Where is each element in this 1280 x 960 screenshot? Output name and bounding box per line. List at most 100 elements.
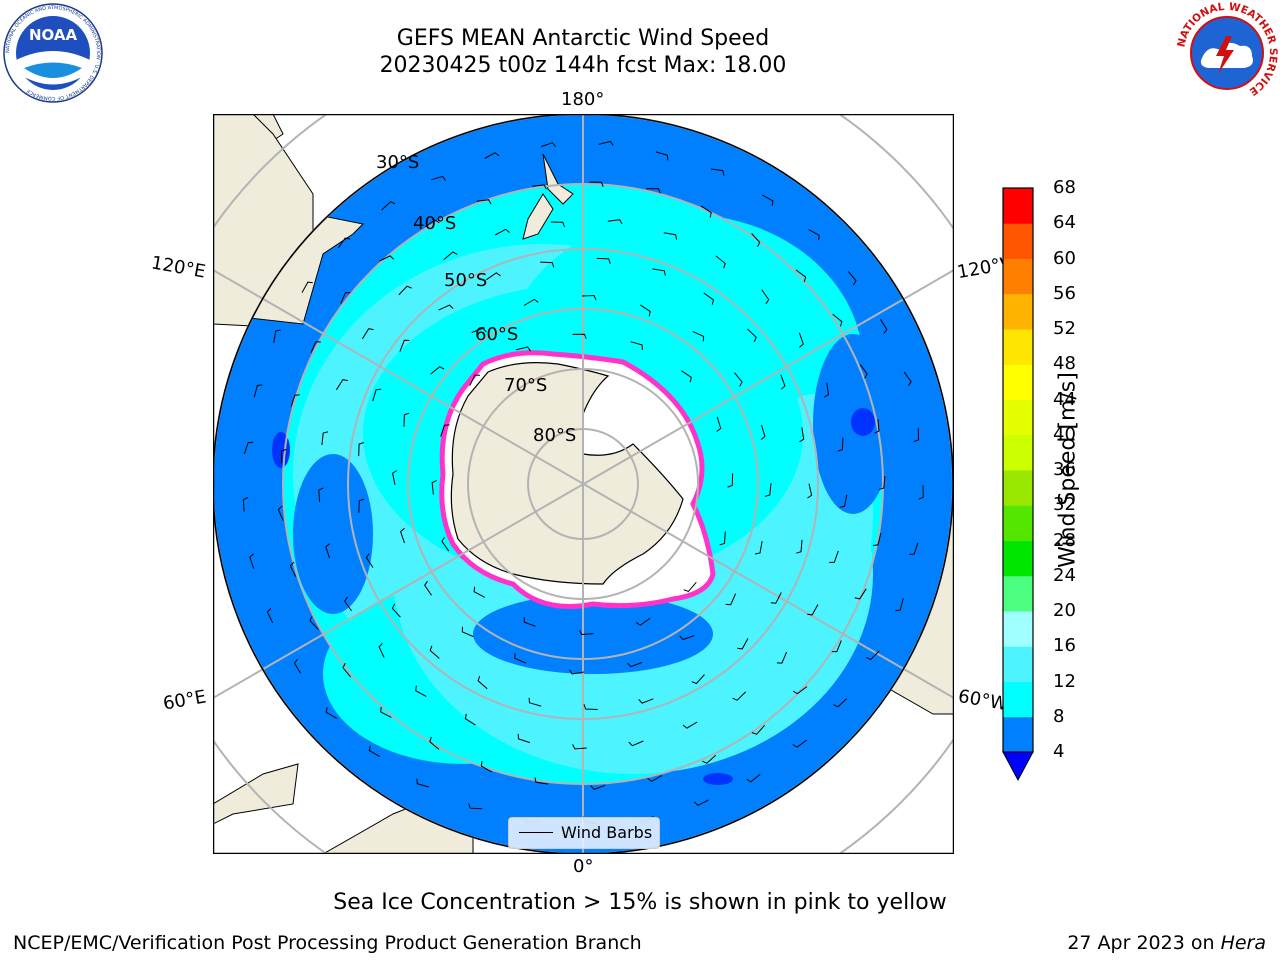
wind-barb — [831, 640, 842, 653]
wind-barb — [443, 251, 458, 261]
wind-barb — [761, 289, 770, 305]
wind-barb — [737, 638, 749, 650]
wind-barb — [469, 374, 481, 386]
wind-barb — [798, 332, 804, 348]
wind-barb — [430, 366, 445, 375]
wind-barb — [365, 553, 374, 568]
wind-barb — [569, 669, 584, 675]
wind-barb — [399, 339, 410, 352]
wind-barb — [477, 675, 488, 690]
colorbar-swatch — [1003, 258, 1033, 295]
wind-barb — [534, 777, 548, 785]
wind-barb — [703, 292, 715, 305]
lon-label-60e: 60°E — [161, 686, 208, 715]
new-zealand-north — [542, 153, 574, 205]
wind-barb — [702, 754, 717, 764]
wind-barb — [792, 739, 807, 748]
wind-barb — [484, 152, 500, 159]
colorbar-tick-label: 28 — [1053, 529, 1076, 551]
footer-date-text: 27 Apr 2023 on — [1067, 932, 1221, 954]
chart-subtitle: 20230425 t00z 144h fcst Max: 18.00 — [379, 53, 787, 78]
wind-barb — [639, 304, 651, 317]
colorbar-swatch — [1003, 399, 1033, 436]
wind-barb — [461, 626, 474, 638]
lon-label-0: 0° — [573, 856, 594, 877]
wind-barb — [829, 550, 839, 563]
wind-barb — [762, 194, 774, 206]
colorbar-tick-label: 12 — [1053, 670, 1076, 692]
colorbar-tick-label: 16 — [1053, 635, 1076, 657]
wind-barb — [358, 442, 365, 457]
footer-date: 27 Apr 2023 on Hera — [1067, 932, 1266, 954]
lat-label-30s: 30°S — [376, 152, 420, 173]
wind-barb — [429, 736, 440, 750]
colorbar-swatch — [1003, 293, 1033, 330]
wind-barb — [727, 473, 734, 488]
colorbar-swatch — [1003, 470, 1033, 506]
wind-barb — [760, 424, 766, 440]
wind-barb — [430, 175, 446, 181]
wind-barb — [361, 328, 374, 340]
colorbar-swatch — [1003, 575, 1033, 612]
wind-barb — [429, 645, 440, 659]
colorbar-swatch — [1003, 611, 1033, 647]
wind-barb — [517, 733, 531, 744]
noaa-logo: NOAA NATIONAL OCEANIC AND ATMOSPHERIC AD… — [3, 3, 103, 103]
wind-barb — [872, 533, 882, 546]
wind-barb — [400, 528, 405, 544]
wind-barb — [514, 653, 526, 664]
wind-barb — [249, 553, 255, 569]
wind-barb — [764, 483, 772, 497]
wind-barb — [691, 674, 705, 685]
colorbar-swatch — [1003, 364, 1033, 400]
wind-barb — [486, 272, 501, 281]
colorbar-swatch — [1003, 434, 1033, 471]
wind-barb — [859, 364, 868, 379]
new-zealand-south — [522, 193, 554, 240]
wind-barb — [358, 498, 365, 513]
colorbar-tick-label: 24 — [1053, 564, 1076, 586]
wind-barb — [540, 261, 555, 268]
wind-barb — [808, 229, 820, 241]
wind-barb — [321, 431, 329, 446]
wind-barb — [866, 650, 880, 661]
wind-barb — [438, 304, 454, 311]
wind-barb — [796, 539, 803, 554]
wind-barb — [372, 388, 382, 402]
lon-label-180: 180° — [561, 89, 605, 110]
wind-barb — [710, 168, 725, 176]
noaa-logo-text: NOAA — [29, 26, 78, 44]
wind-barb — [582, 294, 597, 301]
wind-barb — [532, 184, 547, 190]
wind-barb — [681, 370, 692, 383]
colorbar-swatch — [1003, 540, 1033, 577]
wind-barb — [693, 799, 709, 806]
wind-barb — [523, 298, 539, 306]
wind-barb — [833, 698, 848, 708]
wind-barb — [755, 541, 763, 555]
wind-barb — [380, 706, 392, 718]
wind-barb — [318, 487, 324, 503]
wind-barb — [918, 485, 924, 500]
wind-barb — [344, 596, 352, 612]
colorbar-swatch — [1003, 505, 1033, 541]
colorbar-tick-label: 64 — [1053, 212, 1076, 234]
wind-barb — [700, 205, 712, 218]
colorbar-tick-label: 40 — [1053, 423, 1076, 445]
wind-barb — [655, 151, 669, 161]
wind-barb — [342, 663, 351, 678]
colorbar-swatch — [1003, 223, 1033, 259]
colorbar-swatch — [1003, 646, 1033, 682]
wind-barb — [732, 691, 747, 701]
wind-barb — [807, 604, 819, 616]
lat-label-50s: 50°S — [444, 270, 488, 291]
lat-label-40s: 40°S — [413, 213, 457, 234]
lon-label-120e: 120°E — [149, 252, 208, 283]
wind-barb — [301, 281, 313, 293]
wind-barb — [627, 662, 643, 668]
wind-barb — [528, 697, 542, 707]
wind-barb — [368, 745, 381, 758]
wind-barb — [280, 448, 287, 464]
caption: Sea Ice Concentration > 15% is shown in … — [333, 890, 947, 915]
wind-barb — [337, 237, 351, 249]
